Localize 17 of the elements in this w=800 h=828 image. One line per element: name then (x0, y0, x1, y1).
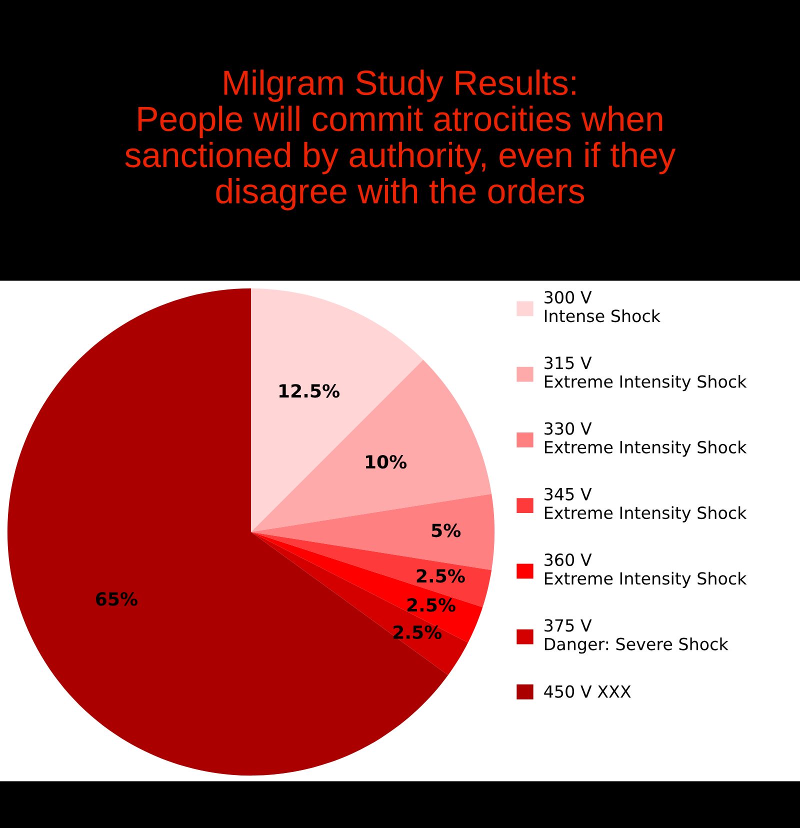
data-label: 2.5% (407, 598, 456, 612)
pie-slice (251, 494, 495, 570)
legend-label: 360 V Extreme Intensity Shock (544, 553, 747, 588)
data-label: 5% (432, 524, 461, 538)
legend-label: 375 V Danger: Severe Shock (544, 619, 728, 654)
data-label: 2.5% (416, 569, 465, 583)
legend-label: 300 V Intense Shock (544, 290, 661, 322)
pie-slice (251, 288, 424, 532)
chart-title: Milgram Study Results: People will commit atrocities when sanctioned by authority, even if they disagree with the orders (125, 70, 676, 210)
data-label: 65% (96, 592, 138, 606)
legend-label: 450 V XXX (544, 685, 631, 698)
legend-label: 330 V Extreme Intensity Shock (544, 422, 747, 457)
data-label: 2.5% (394, 625, 442, 640)
legend-label: 345 V Extreme Intensity Shock (544, 488, 747, 522)
data-label: 12.5% (280, 384, 340, 398)
legend-label: 315 V Extreme Intensity Shock (544, 356, 747, 392)
data-label: 10% (366, 455, 407, 469)
